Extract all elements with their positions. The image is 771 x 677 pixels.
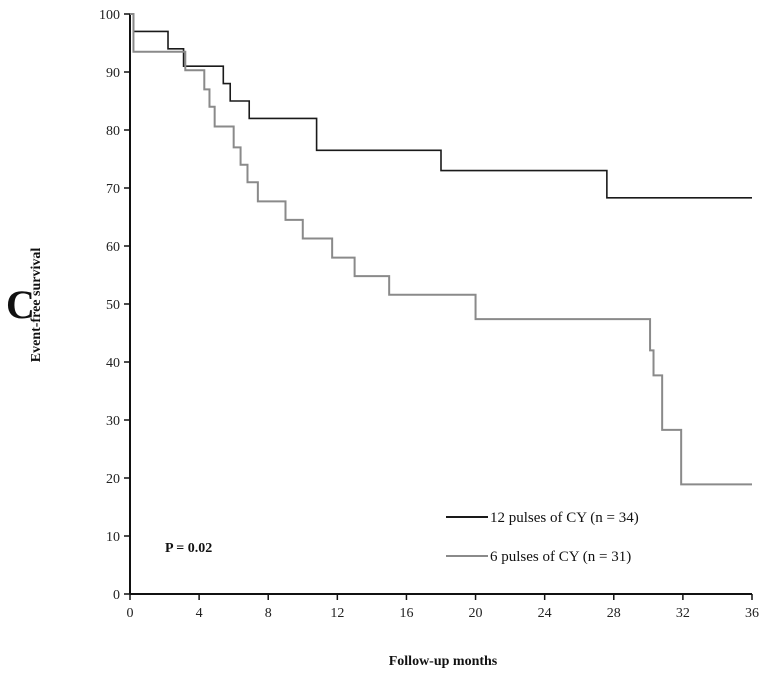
y-tick-label: 100 bbox=[99, 8, 120, 23]
x-tick-label: 24 bbox=[538, 606, 552, 621]
y-tick-label: 90 bbox=[106, 66, 120, 81]
curves bbox=[130, 13, 752, 486]
x-tick-label: 28 bbox=[607, 606, 621, 621]
x-tick-label: 12 bbox=[330, 606, 344, 621]
y-axis-title: Event-free survival bbox=[29, 248, 44, 363]
legend-label-6-pulses: 6 pulses of CY (n = 31) bbox=[490, 549, 631, 565]
y-tick-label: 10 bbox=[106, 530, 120, 545]
x-tick-label: 16 bbox=[399, 606, 413, 621]
series-12-pulses-curve bbox=[130, 13, 752, 199]
panel-letter: C bbox=[6, 282, 35, 327]
p-value-annotation: P = 0.02 bbox=[165, 541, 212, 556]
legend-label-12-pulses: 12 pulses of CY (n = 34) bbox=[490, 510, 639, 526]
y-tick-label: 40 bbox=[106, 356, 120, 371]
x-tick-label: 20 bbox=[469, 606, 483, 621]
legend: 12 pulses of CY (n = 34) 6 pulses of CY … bbox=[446, 510, 639, 565]
y-tick-label: 80 bbox=[106, 124, 120, 139]
x-tick-label: 4 bbox=[196, 606, 203, 621]
series-6-pulses-curve bbox=[130, 13, 752, 486]
x-tick-label: 0 bbox=[127, 606, 134, 621]
x-tick-label: 36 bbox=[745, 606, 759, 621]
x-axis-title: Follow-up months bbox=[389, 654, 498, 669]
y-tick-label: 30 bbox=[106, 414, 120, 429]
y-tick-label: 0 bbox=[113, 588, 120, 603]
x-tick-label: 8 bbox=[265, 606, 272, 621]
y-tick-label: 60 bbox=[106, 240, 120, 255]
y-tick-label: 50 bbox=[106, 298, 120, 313]
axes: 0 10 20 30 40 50 60 70 80 90 100 0 4 8 12 16 20 24 28 32 36 bbox=[99, 8, 759, 621]
y-tick-label: 20 bbox=[106, 472, 120, 487]
y-tick-label: 70 bbox=[106, 182, 120, 197]
x-tick-label: 32 bbox=[676, 606, 690, 621]
